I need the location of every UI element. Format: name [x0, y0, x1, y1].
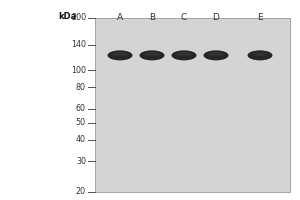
Text: A: A — [117, 13, 123, 22]
Bar — [95, 18, 290, 192]
Ellipse shape — [145, 52, 160, 56]
Text: 40: 40 — [76, 135, 86, 144]
Text: 100: 100 — [71, 66, 86, 75]
Ellipse shape — [140, 50, 164, 60]
Text: 20: 20 — [76, 188, 86, 196]
Ellipse shape — [208, 52, 224, 56]
Ellipse shape — [203, 50, 229, 60]
Ellipse shape — [248, 50, 272, 60]
Ellipse shape — [107, 50, 133, 60]
Text: 30: 30 — [76, 157, 86, 166]
Text: 140: 140 — [71, 40, 86, 49]
Ellipse shape — [112, 52, 128, 56]
Text: 50: 50 — [76, 118, 86, 127]
Text: C: C — [181, 13, 187, 22]
Text: E: E — [257, 13, 263, 22]
Text: D: D — [213, 13, 219, 22]
Text: 60: 60 — [76, 104, 86, 113]
Ellipse shape — [172, 50, 197, 60]
Text: 80: 80 — [76, 83, 86, 92]
Text: B: B — [149, 13, 155, 22]
Ellipse shape — [176, 52, 191, 56]
Text: 200: 200 — [71, 14, 86, 22]
Text: kDa: kDa — [58, 12, 76, 21]
Ellipse shape — [253, 52, 268, 56]
